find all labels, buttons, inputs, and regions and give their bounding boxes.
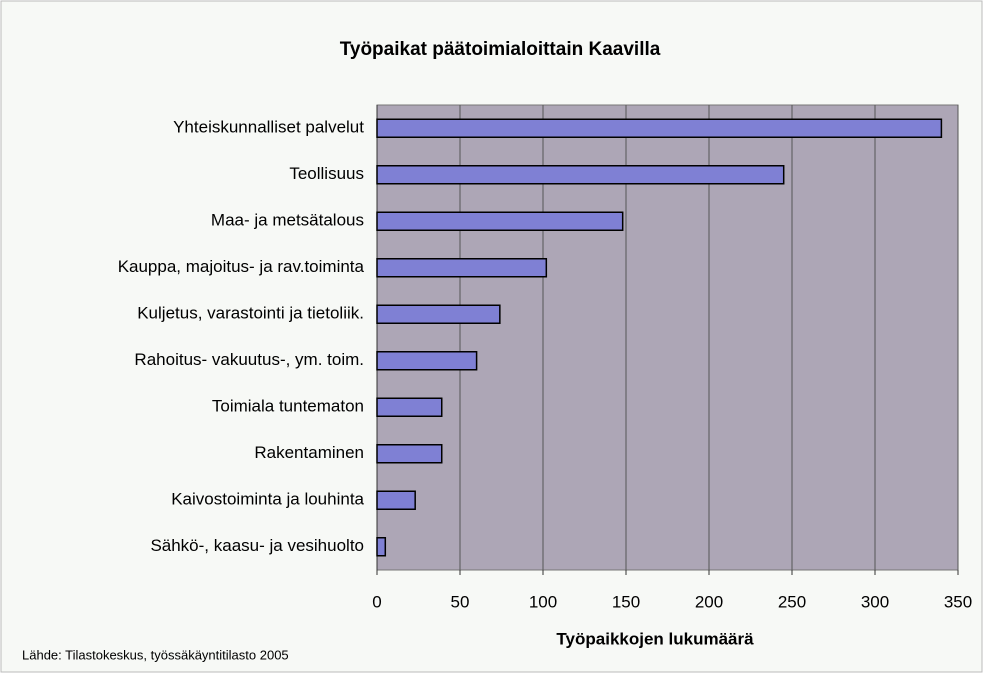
- bar: [376, 165, 785, 185]
- y-tick-label: Yhteiskunnalliset palvelut: [173, 118, 364, 137]
- bar: [376, 490, 416, 510]
- x-tick-label: 300: [861, 592, 889, 611]
- x-tick-label: 50: [451, 592, 470, 611]
- y-tick-label: Maa- ja metsätalous: [211, 211, 364, 230]
- y-tick-label: Sähkö-, kaasu- ja vesihuolto: [150, 536, 364, 555]
- y-tick-label: Kauppa, majoitus- ja rav.toiminta: [118, 257, 365, 276]
- bar: [376, 258, 548, 278]
- x-tick-label: 200: [695, 592, 723, 611]
- bar: [376, 397, 443, 417]
- y-tick-label: Kuljetus, varastointi ja tietoliik.: [137, 304, 364, 323]
- x-tick-label: 250: [778, 592, 806, 611]
- x-tick-label: 100: [529, 592, 557, 611]
- x-tick-label: 350: [944, 592, 972, 611]
- bar: [376, 444, 443, 464]
- source-note: Lähde: Tilastokeskus, työssäkäyntitilast…: [22, 647, 289, 662]
- x-tick-label: 150: [612, 592, 640, 611]
- chart-title: Työpaikat päätoimialoittain Kaavilla: [340, 39, 661, 60]
- x-axis-label: Työpaikkojen lukumäärä: [556, 629, 754, 648]
- bar: [376, 304, 501, 324]
- bar: [376, 118, 943, 138]
- y-tick-label: Kaivostoiminta ja louhinta: [171, 490, 364, 509]
- x-tick-label: 0: [372, 592, 381, 611]
- y-tick-label: Rakentaminen: [254, 443, 364, 462]
- y-tick-label: Rahoitus- vakuutus-, ym. toim.: [134, 350, 364, 369]
- y-tick-label: Teollisuus: [289, 164, 364, 183]
- bar: [376, 211, 624, 231]
- bar: [376, 351, 478, 371]
- y-tick-label: Toimiala tuntematon: [212, 397, 364, 416]
- bar: [376, 537, 387, 557]
